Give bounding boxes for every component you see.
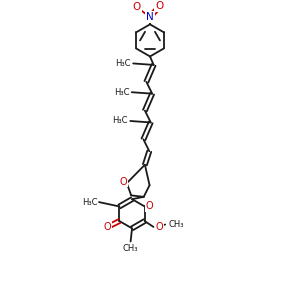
Text: CH₃: CH₃ <box>168 220 184 229</box>
Text: H₃C: H₃C <box>114 88 129 97</box>
Text: O: O <box>146 202 153 212</box>
Text: O: O <box>133 2 141 12</box>
Text: O: O <box>156 222 164 232</box>
Text: N: N <box>146 12 154 22</box>
Text: O: O <box>119 177 127 187</box>
Text: H₃C: H₃C <box>112 116 128 125</box>
Text: CH₃: CH₃ <box>123 244 138 253</box>
Text: H₃C: H₃C <box>82 198 98 207</box>
Text: O: O <box>104 222 112 232</box>
Text: O: O <box>155 1 163 11</box>
Text: H₃C: H₃C <box>116 59 131 68</box>
